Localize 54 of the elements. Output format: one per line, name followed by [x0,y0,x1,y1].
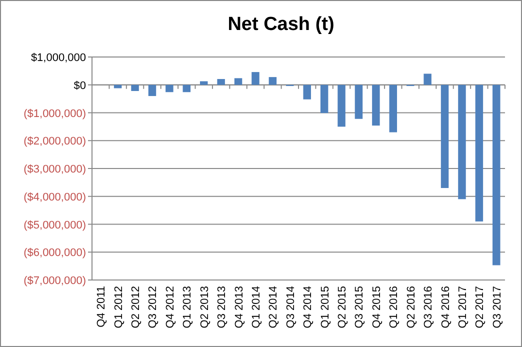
x-tick-label: Q2 2016 [405,286,418,328]
bar [440,84,449,188]
y-tick-label: ($4,000,000) [24,191,86,204]
x-tick-label: Q1 2016 [388,286,400,328]
y-tick-label: $1,000,000 [30,52,86,64]
x-tick-label: Q2 2017 [474,286,486,328]
bar [458,84,466,200]
x-tick-label: Q2 2013 [198,286,211,328]
y-tick-label: ($6,000,000) [24,247,86,260]
bar [200,81,208,85]
bar [389,84,398,132]
x-tick-label: Q1 2017 [456,286,469,328]
bar [217,79,225,85]
bar [131,84,139,92]
x-tick-label: Q2 2015 [336,286,349,328]
x-tick-label: Q3 2013 [216,286,228,328]
x-tick-label: Q1 2013 [182,286,194,328]
bar [252,72,260,85]
bar [268,77,277,85]
x-tick-label: Q2 2012 [130,286,142,328]
y-tick-label: ($2,000,000) [24,136,86,148]
chart-title: Net Cash (t) [228,14,334,35]
y-tick-label: $0 [74,80,86,92]
x-tick-label: Q4 2015 [370,286,383,328]
x-tick-label: Q4 2011 [96,286,108,328]
bar [320,84,328,114]
x-tick-label: Q3 2015 [354,286,366,328]
bar [338,84,346,127]
x-tick-label: Q2 2014 [268,286,280,328]
x-tick-label: Q3 2012 [147,286,160,328]
x-tick-label: Q1 2015 [319,286,332,328]
bar [372,84,380,126]
bar [492,84,500,266]
x-tick-label: Q3 2014 [284,286,297,328]
y-tick-label: ($1,000,000) [24,108,86,120]
x-tick-label: Q1 2012 [112,286,125,328]
bar [166,84,174,92]
x-tick-label: Q4 2014 [302,286,314,328]
bar [148,84,156,96]
x-tick-label: Q3 2017 [491,286,504,328]
bar [424,74,432,85]
y-tick-label: ($3,000,000) [24,164,86,176]
y-tick-label: ($5,000,000) [24,219,86,232]
bar [475,84,484,222]
x-tick-label: Q4 2012 [164,286,176,328]
x-tick-label: Q3 2016 [422,286,435,328]
x-tick-label: Q1 2014 [250,286,262,328]
bar [234,78,242,85]
x-tick-label: Q4 2016 [440,286,452,328]
bar [182,84,191,92]
y-tick-label: ($7,000,000) [24,275,86,287]
x-tick-label: Q4 2013 [233,286,246,328]
bar [354,84,363,119]
bar [303,84,311,100]
